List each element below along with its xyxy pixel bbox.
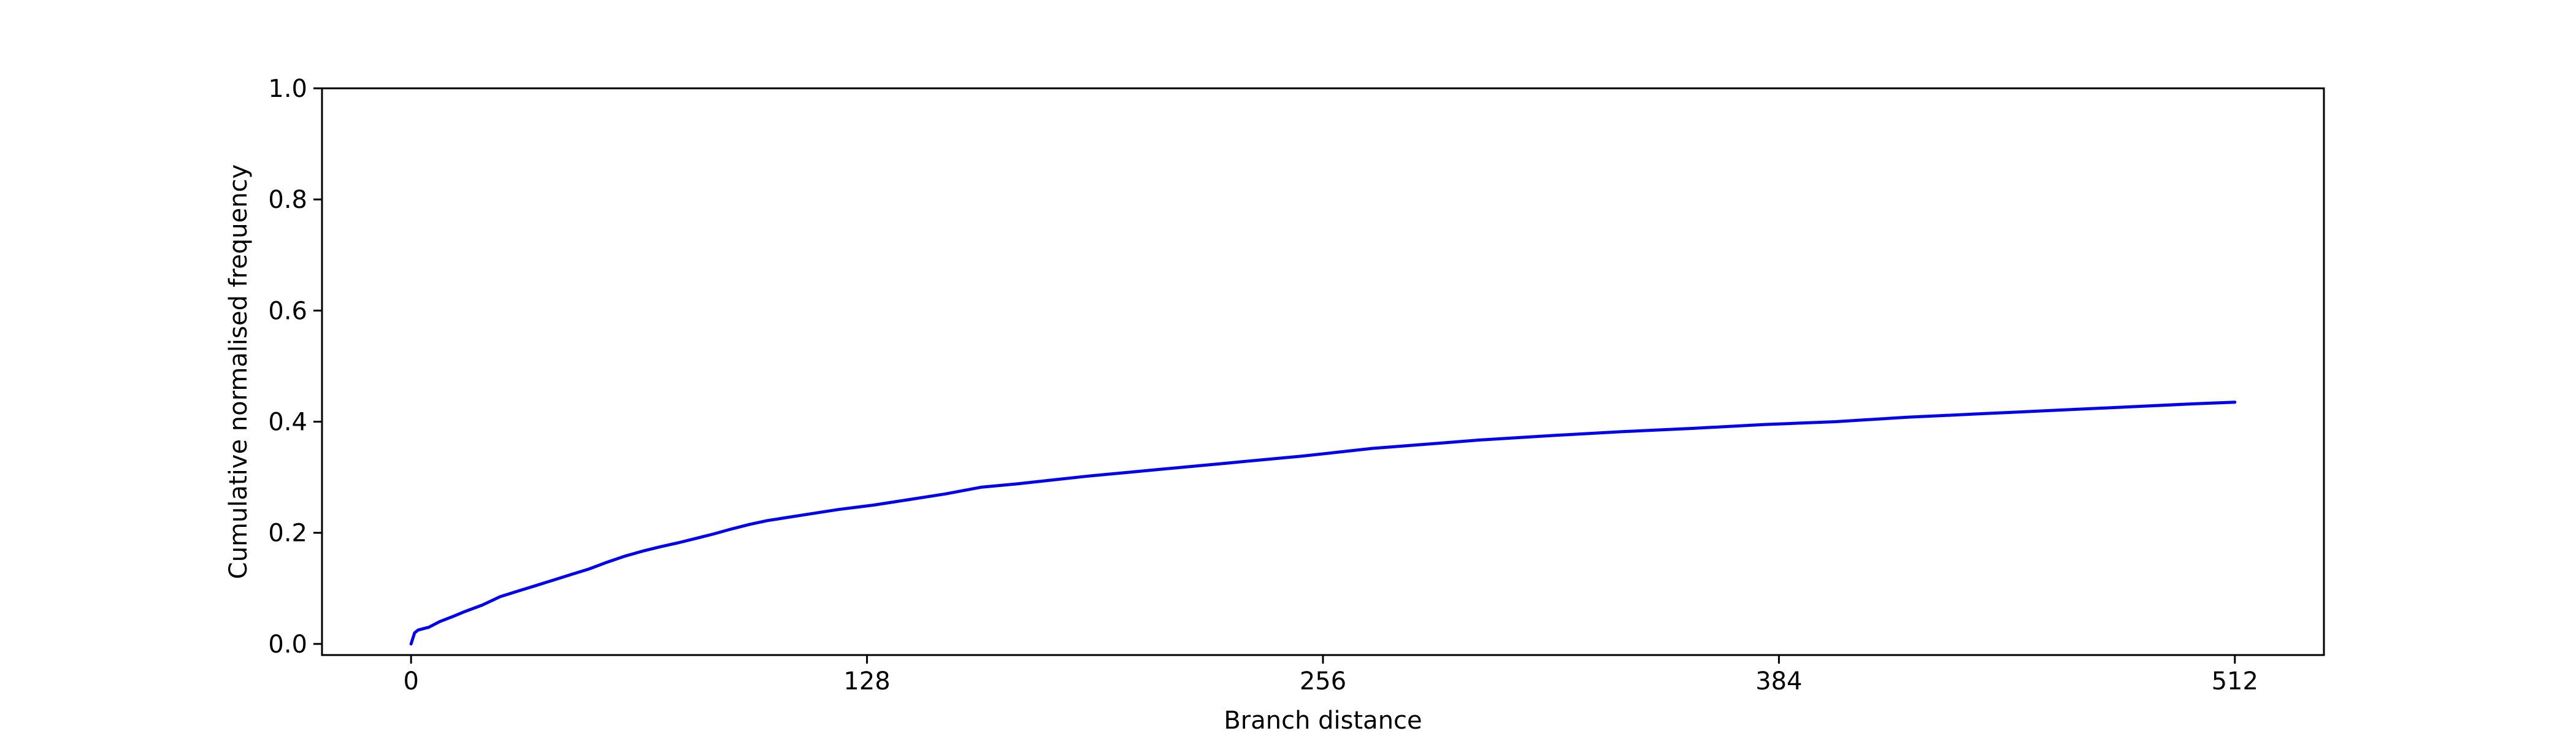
x-axis-title: Branch distance <box>1224 707 1422 735</box>
y-tick-label: 0.2 <box>268 519 307 548</box>
x-tick-label: 512 <box>2212 667 2258 696</box>
y-tick-label: 0.0 <box>268 631 307 659</box>
plot-area <box>321 87 2325 656</box>
y-tick-label: 0.4 <box>268 408 307 437</box>
y-tick-label: 0.6 <box>268 297 307 325</box>
y-tick-label: 1.0 <box>268 75 307 103</box>
x-tick-label: 256 <box>1300 667 1346 696</box>
x-tick-label: 128 <box>843 667 890 696</box>
series-line <box>409 401 2237 646</box>
y-axis: 0.0 0.2 0.4 0.6 0.8 1.0 <box>268 75 322 659</box>
x-tick-label: 384 <box>1755 667 1802 696</box>
x-tick-label: 0 <box>403 667 418 696</box>
y-tick-label: 0.8 <box>268 186 307 214</box>
x-axis: 0 128 256 384 512 <box>403 655 2258 696</box>
y-axis-title: Cumulative normalised frequency <box>224 164 253 579</box>
